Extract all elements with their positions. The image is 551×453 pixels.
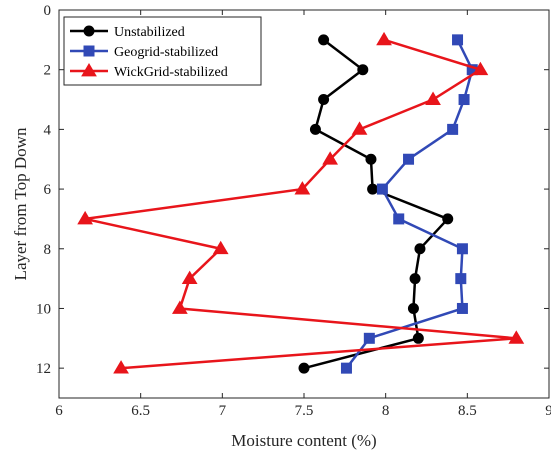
legend-marker bbox=[83, 25, 95, 37]
data-point bbox=[508, 330, 525, 344]
series-3 bbox=[77, 31, 525, 374]
y-tick-label: 12 bbox=[36, 361, 51, 377]
y-axis-title: Layer from Top Down bbox=[11, 127, 30, 280]
data-point bbox=[376, 31, 392, 46]
data-point bbox=[414, 243, 426, 255]
data-point bbox=[472, 61, 489, 76]
legend-marker bbox=[83, 45, 95, 57]
x-tick-label: 7.5 bbox=[295, 403, 314, 419]
data-point bbox=[363, 332, 375, 344]
data-point bbox=[181, 270, 198, 285]
data-point bbox=[458, 94, 470, 106]
data-point bbox=[309, 123, 321, 135]
data-point bbox=[456, 243, 468, 255]
data-point bbox=[403, 153, 415, 165]
data-point bbox=[442, 213, 454, 225]
legend-label: Unstabilized bbox=[114, 25, 185, 40]
x-tick-label: 7 bbox=[219, 403, 227, 419]
y-tick-label: 0 bbox=[44, 3, 52, 19]
data-point bbox=[298, 362, 310, 374]
legend-marker bbox=[81, 63, 97, 77]
data-point bbox=[212, 240, 229, 255]
data-point bbox=[455, 273, 467, 285]
x-tick-label: 9 bbox=[545, 403, 551, 419]
series-1 bbox=[298, 34, 454, 374]
data-point bbox=[294, 181, 311, 195]
data-point bbox=[357, 64, 369, 76]
data-point bbox=[456, 302, 468, 314]
legend-label: WickGrid-stabilized bbox=[114, 65, 228, 80]
x-tick-label: 6 bbox=[55, 403, 63, 419]
data-point bbox=[376, 183, 388, 195]
x-tick-label: 8 bbox=[382, 403, 390, 419]
data-point bbox=[447, 123, 459, 135]
data-point bbox=[340, 362, 352, 374]
plot-frame bbox=[58, 9, 550, 399]
data-point bbox=[412, 332, 424, 344]
ticks-layer: 6 6.5 7 7.5 8 8.5 9 0 2 4 6 8 10 12 bbox=[36, 3, 551, 419]
y-tick-label: 10 bbox=[36, 301, 51, 317]
y-tick-label: 8 bbox=[44, 242, 52, 258]
data-point bbox=[365, 153, 377, 165]
data-point bbox=[318, 94, 330, 106]
legend-label: Geogrid-stabilized bbox=[114, 45, 218, 60]
x-tick-label: 8.5 bbox=[458, 403, 477, 419]
y-tick-label: 6 bbox=[44, 182, 52, 198]
series-layer bbox=[77, 31, 525, 374]
data-point bbox=[393, 213, 405, 225]
x-axis-title: Moisture content (%) bbox=[231, 431, 376, 450]
data-point bbox=[322, 151, 339, 165]
data-point bbox=[351, 121, 368, 135]
data-point bbox=[425, 91, 441, 105]
legend: Unstabilized Geogrid-stabilized WickGrid-s… bbox=[63, 16, 262, 86]
data-point bbox=[407, 302, 419, 314]
data-point bbox=[171, 300, 188, 314]
data-point bbox=[318, 34, 330, 46]
series-line bbox=[84, 38, 517, 370]
y-tick-label: 4 bbox=[44, 122, 52, 138]
data-point bbox=[409, 273, 421, 285]
data-point bbox=[367, 183, 379, 195]
data-point bbox=[77, 210, 94, 225]
y-tick-label: 2 bbox=[44, 63, 52, 79]
data-point bbox=[452, 34, 464, 46]
series-2 bbox=[340, 34, 478, 374]
data-point bbox=[113, 360, 129, 374]
x-tick-label: 6.5 bbox=[131, 403, 150, 419]
